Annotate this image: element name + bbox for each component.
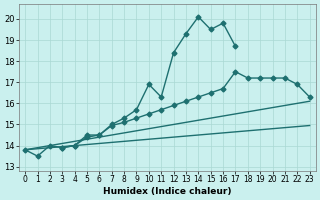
X-axis label: Humidex (Indice chaleur): Humidex (Indice chaleur) bbox=[103, 187, 232, 196]
